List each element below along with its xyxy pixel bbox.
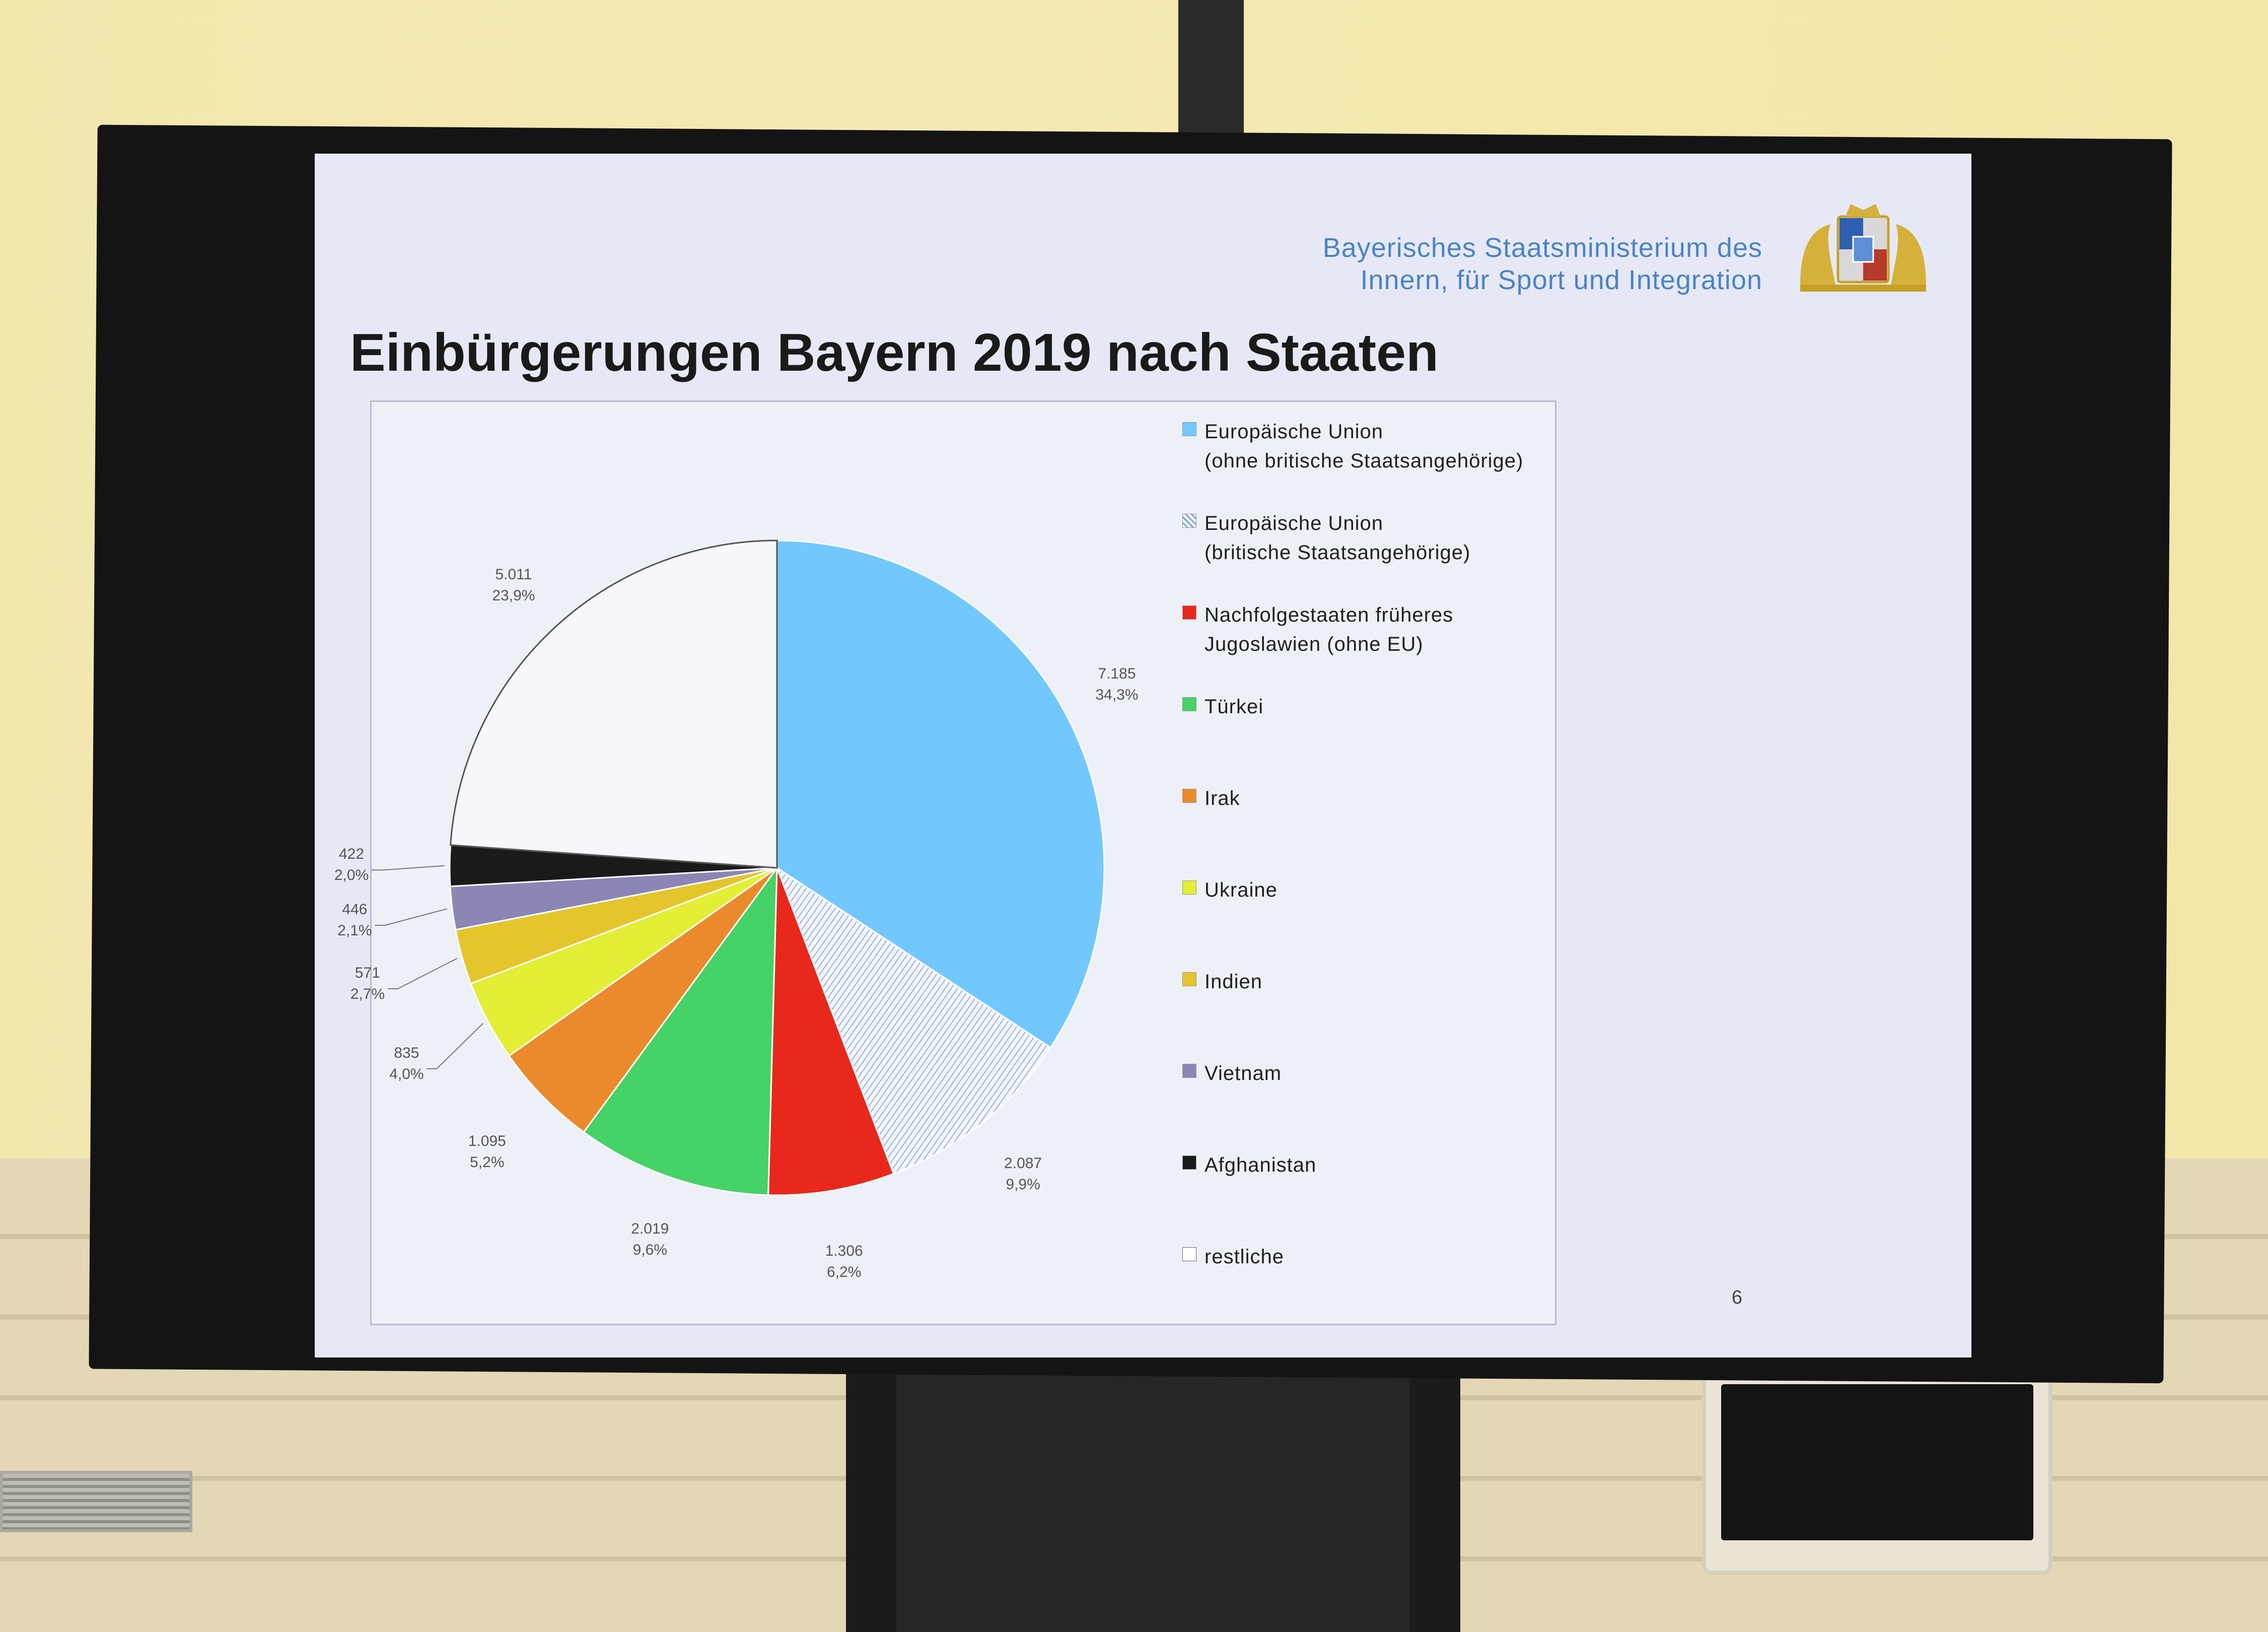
data-label-value: 422	[339, 846, 365, 863]
pie-slice-nachfolgestaaten-früheres-jugoslawien-ohne-eu	[767, 867, 895, 1196]
legend-label: Irak	[1204, 787, 1240, 809]
floor-vent	[0, 1471, 192, 1532]
legend-label: Europäische Union	[1204, 421, 1383, 443]
data-label: 1.095 5,2%	[457, 1131, 517, 1173]
pie-slice-irak	[508, 867, 778, 1133]
monitor-stand-panel	[896, 1360, 1410, 1632]
data-label-value: 1.306	[825, 1242, 863, 1259]
speaker-grill	[1721, 1384, 2033, 1540]
legend-swatch	[1182, 972, 1196, 986]
data-label-value: 7.185	[1098, 665, 1136, 682]
legend-item-restliche: restliche	[1182, 1242, 1284, 1271]
data-label-percent: 4,0%	[389, 1065, 424, 1082]
legend-swatch	[1182, 789, 1196, 803]
data-label-percent: 2,0%	[334, 867, 369, 884]
ministry-name: Bayerisches Staatsministerium des Innern…	[1323, 232, 1762, 296]
legend-item-yugoslavia: Nachfolgestaaten früheres Jugoslawien (oh…	[1182, 600, 1453, 659]
legend-label: Ukraine	[1204, 879, 1278, 901]
legend-label: Afghanistan	[1204, 1154, 1317, 1176]
leader-line	[375, 908, 448, 926]
data-label-percent: 23,9%	[492, 587, 535, 604]
data-label: 2.087 9,9%	[993, 1153, 1053, 1195]
data-label: 422 2,0%	[321, 844, 382, 886]
speaker-box	[1702, 1365, 2052, 1575]
data-label: 446 2,1%	[324, 899, 385, 941]
pie-slice-restliche	[449, 539, 778, 869]
slide-title: Einbürgerungen Bayern 2019 nach Staaten	[350, 323, 1439, 382]
legend-label-line2: (ohne britische Staatsangehörige)	[1204, 450, 1524, 472]
data-label: 571 2,7%	[337, 963, 398, 1005]
legend-label-line2: (britische Staatsangehörige)	[1204, 541, 1471, 564]
legend-item-ukraine: Ukraine	[1182, 875, 1278, 905]
pie-chart	[372, 539, 1105, 1196]
legend-item-afghanistan: Afghanistan	[1182, 1150, 1316, 1180]
legend-swatch	[1182, 697, 1196, 711]
leader-line	[387, 958, 458, 989]
legend-swatch	[1182, 1247, 1196, 1261]
legend-item-irak: Irak	[1182, 784, 1240, 813]
data-label-value: 2.019	[631, 1220, 669, 1238]
legend-label: Vietnam	[1204, 1062, 1282, 1084]
chart-area: 7.185 34,3% 2.087 9,9% 1.306 6,2% 2.019 9,6% 1.0…	[334, 400, 1556, 1325]
legend-item-vietnam: Vietnam	[1182, 1059, 1282, 1088]
legend-label: Europäische Union	[1204, 512, 1383, 534]
pie-slice-türkei	[583, 865, 778, 1196]
data-label-percent: 9,9%	[1006, 1176, 1040, 1193]
data-label-percent: 9,6%	[632, 1242, 668, 1259]
data-label: 2.019 9,6%	[620, 1218, 680, 1261]
legend-label: restliche	[1204, 1246, 1284, 1268]
ministry-line2: Innern, für Sport und Integration	[1360, 265, 1762, 295]
legend-swatch	[1182, 880, 1196, 895]
leader-line	[427, 1023, 484, 1069]
legend-item-eu: Europäische Union (ohne britische Staatsa…	[1182, 417, 1523, 475]
data-label-value: 446	[342, 901, 368, 918]
legend-swatch	[1182, 605, 1196, 620]
data-label: 5.011 23,9%	[483, 564, 544, 606]
data-label-value: 5.011	[495, 566, 532, 583]
data-label-percent: 2,7%	[350, 985, 385, 1002]
data-label: 7.185 34,3%	[1087, 663, 1147, 706]
data-label-value: 835	[394, 1044, 419, 1061]
bavarian-crest-icon	[1800, 204, 1926, 292]
data-label-percent: 6,2%	[827, 1263, 862, 1280]
pie-slice-europäische-union-britische-staatsangehörige	[775, 866, 1052, 1175]
legend-swatch	[1182, 422, 1196, 436]
legend-swatch	[1182, 514, 1196, 528]
data-label: 1.306 6,2%	[814, 1241, 874, 1283]
legend-label: Nachfolgestaaten früheres	[1204, 604, 1454, 626]
background-pillar	[1178, 0, 1244, 146]
legend-item-eu-british: Europäische Union (britische Staatsangehö…	[1182, 509, 1470, 567]
data-label-percent: 2,1%	[337, 922, 372, 939]
legend-label-line2: Jugoslawien (ohne EU)	[1204, 633, 1424, 655]
page-number: 6	[1731, 1287, 1742, 1308]
legend-label: Türkei	[1204, 696, 1264, 718]
data-label-percent: 5,2%	[470, 1154, 505, 1171]
data-label-value: 571	[355, 964, 380, 981]
data-label-percent: 34,3%	[1095, 686, 1139, 703]
legend-swatch	[1182, 1155, 1196, 1170]
data-label-value: 1.095	[468, 1133, 506, 1150]
ministry-line1: Bayerisches Staatsministerium des	[1322, 233, 1762, 263]
leader-line	[372, 865, 445, 871]
legend-item-tuerkei: Türkei	[1182, 692, 1263, 721]
legend-item-indien: Indien	[1182, 967, 1262, 996]
data-label: 835 4,0%	[376, 1043, 437, 1085]
data-label-value: 2.087	[1004, 1155, 1042, 1172]
legend-swatch	[1182, 1064, 1196, 1078]
presentation-slide: Bayerisches Staatsministerium des Innern…	[315, 154, 1971, 1357]
legend-label: Indien	[1204, 971, 1262, 993]
